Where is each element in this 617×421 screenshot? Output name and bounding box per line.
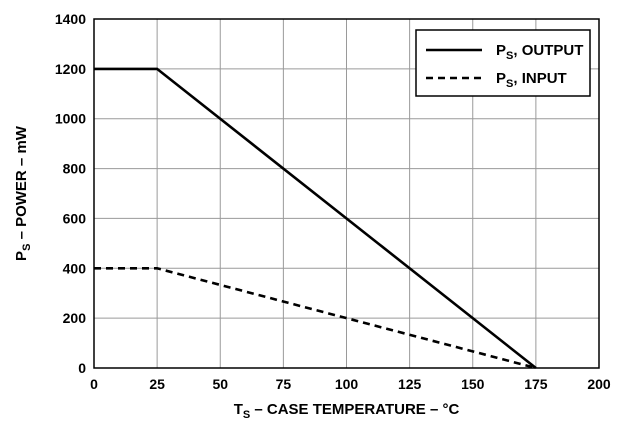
x-axis-label: TS – CASE TEMPERATURE – °C <box>234 401 460 421</box>
x-tick-label: 200 <box>587 376 611 392</box>
legend-box <box>415 29 591 97</box>
x-tick-label: 125 <box>398 376 422 392</box>
y-tick-label: 200 <box>63 310 87 326</box>
y-tick-label: 1400 <box>55 11 86 27</box>
series-layer <box>94 67 537 370</box>
plot-area-frame <box>93 18 600 369</box>
x-tick-label: 0 <box>90 376 98 392</box>
legend-label-input: PS, INPUT <box>496 70 567 90</box>
x-axis-ticks: 0 25 50 75 100 125 150 175 200 <box>90 376 611 392</box>
y-tick-label: 800 <box>63 161 87 177</box>
legend-label-output: PS, OUTPUT <box>496 42 583 62</box>
legend: PS, OUTPUT PS, INPUT <box>415 29 591 97</box>
x-tick-label: 175 <box>524 376 548 392</box>
y-tick-label: 400 <box>63 260 87 276</box>
y-tick-label: 600 <box>63 210 87 226</box>
y-axis-label: PS – POWER – mW <box>13 125 33 261</box>
x-tick-label: 50 <box>212 376 228 392</box>
x-axis-label-main: T <box>234 401 243 418</box>
y-axis-label-rest: – POWER – mW <box>13 125 30 243</box>
x-tick-label: 75 <box>276 376 292 392</box>
x-axis-label-sub: S <box>243 409 250 421</box>
y-axis-label-main: P <box>13 251 30 261</box>
y-tick-label: 1000 <box>55 111 86 127</box>
x-tick-label: 150 <box>461 376 485 392</box>
y-axis-label-sub: S <box>21 244 33 251</box>
x-tick-label: 100 <box>335 376 359 392</box>
y-tick-label: 1200 <box>55 61 86 77</box>
series-line-input <box>94 266 537 370</box>
x-axis-label-rest: – CASE TEMPERATURE – °C <box>250 401 459 418</box>
y-axis-ticks: 0 200 400 600 800 1000 1200 1400 <box>55 11 86 376</box>
y-tick-label: 0 <box>78 360 86 376</box>
series-line-output <box>94 67 537 370</box>
x-tick-label: 25 <box>149 376 165 392</box>
